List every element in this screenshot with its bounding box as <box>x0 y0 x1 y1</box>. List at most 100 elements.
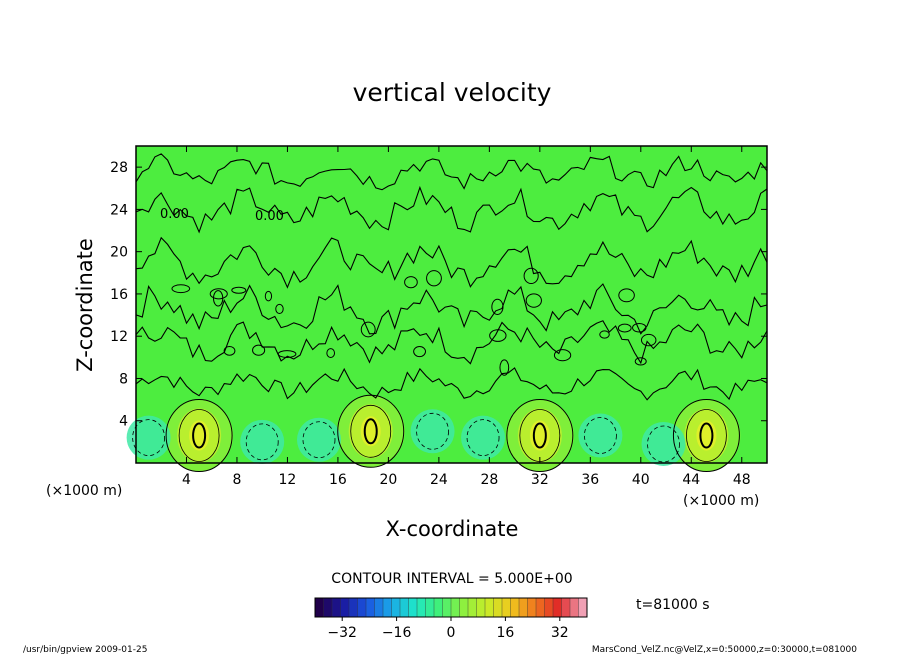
x-tick-label: 32 <box>531 472 549 488</box>
small-contour-cell <box>404 276 418 289</box>
updraft-contour-outer-1 <box>165 399 233 473</box>
colorbar-cells <box>314 598 588 617</box>
colorbar-cell <box>485 598 494 617</box>
small-contour-cell <box>413 345 427 358</box>
downdraft-contour-6 <box>584 417 617 454</box>
x-tick-label: 12 <box>279 472 297 488</box>
colorbar-cell <box>391 598 401 617</box>
y-axis-label: Z-coordinate <box>73 238 97 372</box>
colorbar-cell <box>425 598 435 617</box>
downdraft-contour-7 <box>647 425 680 463</box>
x-tick-label: 28 <box>480 472 498 488</box>
x-axis-ticks: 4 8 12 16 20 24 28 32 36 40 44 48 <box>182 146 751 488</box>
colorbar-cell <box>374 598 384 617</box>
footer-right: MarsCond_VelZ.nc@VelZ,x=0:50000,z=0:3000… <box>592 645 857 654</box>
y-tick-label: 12 <box>110 329 128 345</box>
downdraft-core-6 <box>578 413 623 458</box>
y-tick-label: 28 <box>110 160 128 176</box>
small-contour-cell <box>599 330 610 339</box>
colorbar-cell <box>578 598 588 617</box>
small-contour-cell <box>491 298 504 315</box>
colorbar-cell <box>340 598 350 617</box>
colorbar-cell <box>383 598 392 617</box>
colorbar-cell <box>561 598 571 617</box>
plot-background <box>136 146 767 463</box>
small-contour-cell <box>426 270 442 287</box>
y-tick-label: 16 <box>110 287 128 303</box>
downdraft-contour-5 <box>466 419 500 457</box>
colorbar-tick-label: 32 <box>551 625 569 641</box>
small-contour-cell <box>209 288 228 300</box>
zero-contour-line-6 <box>135 153 768 191</box>
small-contour-cell <box>634 357 647 366</box>
velocity-field <box>126 395 741 472</box>
x-tick-label: 20 <box>379 472 397 488</box>
x-tick-label: 36 <box>581 472 599 488</box>
colorbar-cell <box>323 598 333 617</box>
y-tick-label: 24 <box>110 202 128 218</box>
colorbar-ticks: −32 −16 0 16 32 <box>327 617 569 641</box>
zero-contour-label-1: 0.00 <box>160 207 189 222</box>
x-axis-unit-label: (×1000 m) <box>46 483 122 499</box>
colorbar-cell <box>527 598 537 617</box>
updraft-contour-mid-2 <box>350 404 392 458</box>
colorbar-cell <box>442 598 452 617</box>
contour-interval-label: CONTOUR INTERVAL = 5.000E+00 <box>331 571 572 587</box>
x-axis-label: X-coordinate <box>386 517 519 541</box>
colorbar-cell <box>417 598 426 617</box>
colorbar-tick-label: −16 <box>382 625 412 641</box>
colorbar-cell <box>536 598 545 617</box>
chart-title: vertical velocity <box>353 78 552 107</box>
zero-contour-line-4 <box>135 236 768 289</box>
small-contour-cell <box>525 293 542 308</box>
x-tick-label: 16 <box>329 472 347 488</box>
colorbar-cell <box>553 598 562 617</box>
small-contour-cell <box>231 286 247 294</box>
x-tick-label: 4 <box>182 472 191 488</box>
plot-area <box>126 145 768 473</box>
colorbar-cell <box>434 598 443 617</box>
updraft-contour-outer-2 <box>337 394 405 468</box>
x-tick-label: 8 <box>232 472 241 488</box>
colorbar-cell <box>349 598 358 617</box>
colorbar-cell <box>468 598 477 617</box>
x-tick-label: 48 <box>733 472 751 488</box>
small-contour-cell <box>617 323 632 333</box>
colorbar-cell <box>519 598 528 617</box>
time-label: t=81000 s <box>636 597 710 613</box>
updraft-contour-inner-2 <box>363 418 378 445</box>
colorbar-cell <box>400 598 409 617</box>
small-contour-cell <box>360 321 376 338</box>
colorbar-tick-label: 0 <box>447 625 456 641</box>
colorbar-cell <box>332 598 341 617</box>
zero-contour-line-2 <box>135 320 768 365</box>
colorbar-cell <box>459 598 469 617</box>
small-contour-cell <box>277 350 297 358</box>
y-tick-label: 20 <box>110 245 128 261</box>
small-contour-cell <box>618 288 635 303</box>
colorbar-cell <box>570 598 579 617</box>
y-tick-label: 8 <box>119 371 128 387</box>
y-axis-unit-label: (×1000 m) <box>683 493 759 509</box>
zero-contour-line-3 <box>135 283 768 335</box>
updraft-contour-inner-1 <box>192 422 207 449</box>
contour-lines <box>132 153 768 473</box>
downdraft-contour-4 <box>416 412 449 450</box>
updraft-contour-outer-4 <box>672 399 740 473</box>
small-contour-cell <box>223 345 236 356</box>
colorbar: −32 −16 0 16 32 <box>314 597 588 641</box>
updraft-contour-inner-3 <box>532 422 547 449</box>
colorbar-cell <box>451 598 460 617</box>
downdraft-core-3 <box>296 417 341 462</box>
small-contour-cell <box>275 303 284 314</box>
small-contour-cell <box>499 359 510 376</box>
updraft-contour-outer-3 <box>506 399 574 473</box>
downdraft-contour-1 <box>132 419 166 457</box>
updraft-contour-mid-4 <box>686 409 727 462</box>
y-axis-ticks: 4 8 12 16 20 24 28 <box>110 160 767 430</box>
small-contour-cell <box>553 349 572 362</box>
downdraft-core-4 <box>410 409 455 454</box>
zero-contour-line-1 <box>135 367 768 401</box>
y-tick-label: 4 <box>119 414 128 430</box>
